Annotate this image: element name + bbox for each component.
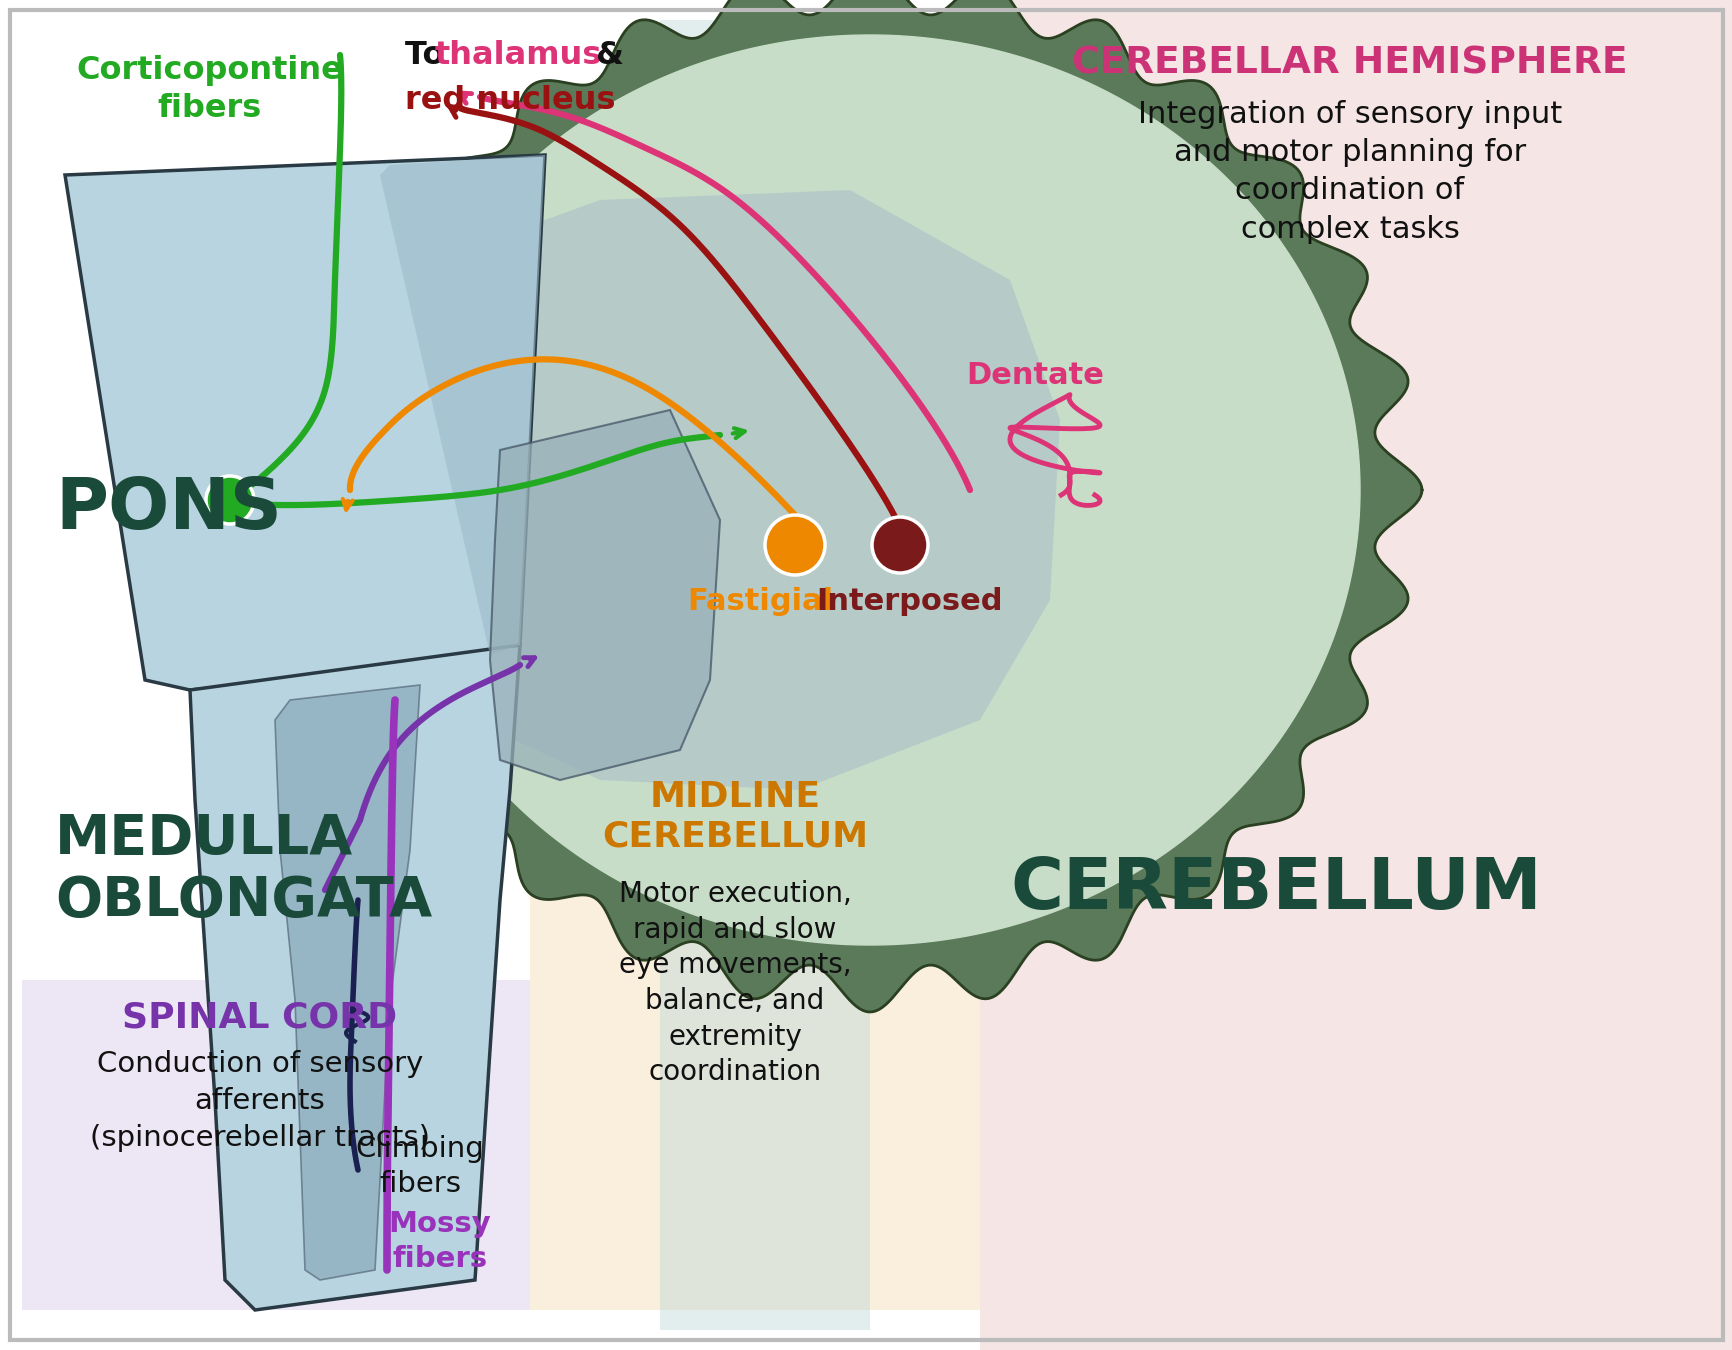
- Text: PONS: PONS: [55, 475, 282, 544]
- Text: Fastigial: Fastigial: [686, 587, 833, 616]
- Text: Interposed: Interposed: [816, 587, 1003, 616]
- Text: CEREBELLAR HEMISPHERE: CEREBELLAR HEMISPHERE: [1072, 45, 1626, 81]
- Text: To: To: [405, 40, 456, 72]
- Text: thalamus: thalamus: [435, 40, 603, 72]
- Text: SPINAL CORD: SPINAL CORD: [123, 1000, 397, 1034]
- Circle shape: [871, 517, 927, 572]
- Circle shape: [206, 477, 255, 524]
- Polygon shape: [191, 645, 520, 1310]
- Polygon shape: [275, 684, 419, 1280]
- Polygon shape: [490, 410, 719, 780]
- Text: CEREBELLUM: CEREBELLUM: [1010, 856, 1541, 925]
- Text: Corticopontine
fibers: Corticopontine fibers: [76, 55, 343, 124]
- Text: Motor execution,
rapid and slow
eye movements,
balance, and
extremity
coordinati: Motor execution, rapid and slow eye move…: [618, 880, 850, 1087]
- Text: red nucleus: red nucleus: [405, 85, 615, 116]
- Polygon shape: [379, 155, 544, 655]
- Polygon shape: [379, 35, 1360, 945]
- Polygon shape: [319, 0, 1422, 1012]
- Text: Integration of sensory input
and motor planning for
coordination of
complex task: Integration of sensory input and motor p…: [1138, 100, 1561, 243]
- Text: Mossy
fibers: Mossy fibers: [388, 1210, 492, 1273]
- Text: Climbing
fibers: Climbing fibers: [355, 1135, 485, 1197]
- Polygon shape: [66, 155, 544, 690]
- Text: Dentate: Dentate: [965, 360, 1103, 390]
- Text: MEDULLA
OBLONGATA: MEDULLA OBLONGATA: [55, 811, 431, 929]
- Text: &: &: [585, 40, 624, 72]
- Circle shape: [764, 514, 824, 575]
- Polygon shape: [360, 190, 1060, 790]
- Text: Conduction of sensory
afferents
(spinocerebellar tracts): Conduction of sensory afferents (spinoce…: [90, 1050, 430, 1152]
- Text: MIDLINE
CEREBELLUM: MIDLINE CEREBELLUM: [601, 780, 868, 853]
